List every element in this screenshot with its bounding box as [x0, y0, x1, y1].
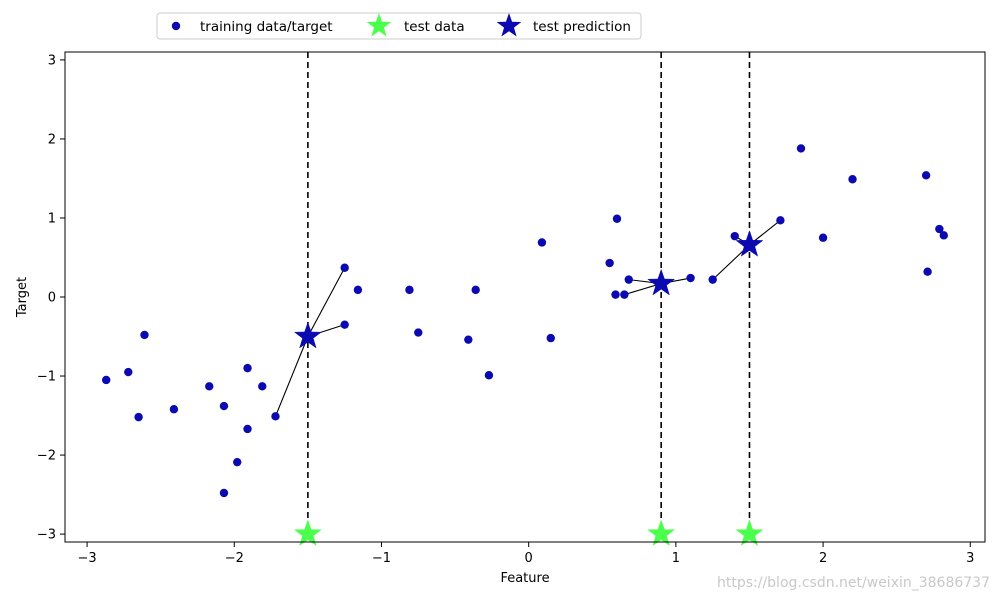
legend-training-marker — [171, 21, 181, 31]
training-point — [219, 488, 229, 498]
legend-entry-label: test prediction — [533, 19, 631, 35]
legend-test-data-marker — [366, 13, 392, 37]
training-point — [605, 258, 614, 268]
watermark-text: https://blog.csdn.net/weixin_38686737 — [717, 575, 990, 591]
training-point — [205, 382, 214, 391]
legend: training data/target test data test predic… — [156, 12, 642, 40]
training-point — [233, 457, 242, 467]
training-point — [611, 290, 620, 299]
x-axis: −3 −2 −1 0 1 2 3 — [77, 542, 974, 566]
test-data-star — [647, 519, 676, 547]
x-tick-label: −3 — [77, 551, 96, 566]
training-point — [537, 238, 547, 247]
training-point — [939, 231, 948, 240]
y-axis: −3 −2 −1 0 1 2 3 — [37, 53, 65, 543]
x-tick-label: 2 — [819, 551, 827, 566]
y-tick-label: −3 — [37, 528, 56, 543]
neighbor-link-line — [307, 267, 346, 337]
y-tick-label: 1 — [48, 211, 56, 226]
training-point — [921, 171, 931, 180]
training-point — [124, 367, 133, 377]
neighbor-link-line — [624, 283, 662, 296]
x-tick-label: 1 — [672, 551, 680, 566]
plot-points-layer — [102, 144, 948, 547]
test-prediction-star — [735, 230, 764, 257]
x-tick-label: −1 — [372, 551, 391, 566]
training-point — [818, 233, 828, 242]
training-point — [271, 412, 280, 421]
training-point — [546, 333, 555, 343]
y-tick-label: 2 — [48, 132, 56, 147]
training-point — [340, 263, 349, 272]
training-point — [923, 267, 932, 276]
training-point — [796, 144, 806, 153]
neighbor-link-line — [274, 336, 309, 417]
test-data-star — [735, 519, 764, 547]
training-point — [405, 285, 414, 295]
test-prediction-star — [647, 268, 676, 296]
training-point — [935, 224, 944, 234]
y-tick-label: 3 — [48, 53, 56, 68]
x-tick-label: 0 — [525, 551, 533, 566]
training-point — [620, 290, 629, 299]
training-point — [258, 382, 267, 391]
training-point — [243, 363, 252, 373]
legend-entry-label: test data — [404, 19, 465, 35]
plot-lines-layer — [274, 52, 781, 542]
plot-frame — [64, 51, 986, 543]
x-tick-label: 3 — [966, 551, 974, 566]
x-tick-label: −2 — [225, 551, 244, 566]
test-data-star — [293, 519, 322, 547]
training-point — [464, 335, 473, 344]
x-axis-label: Feature — [500, 571, 549, 586]
training-point — [612, 214, 622, 223]
training-point — [624, 275, 633, 284]
training-point — [471, 285, 480, 295]
training-point — [140, 330, 149, 340]
training-point — [219, 401, 229, 411]
training-point — [353, 285, 363, 295]
y-tick-label: −2 — [37, 449, 56, 464]
training-point — [708, 275, 717, 284]
legend-box — [156, 12, 642, 40]
y-tick-label: −1 — [37, 370, 56, 385]
y-tick-label: 0 — [48, 291, 56, 306]
test-prediction-star — [293, 321, 322, 349]
training-point — [686, 273, 695, 283]
training-point — [102, 375, 111, 385]
legend-entry-label: training data/target — [200, 19, 333, 35]
training-point — [776, 216, 785, 225]
training-point — [340, 320, 349, 329]
training-point — [730, 231, 739, 241]
legend-test-prediction-marker — [496, 13, 522, 37]
training-point — [243, 424, 252, 434]
training-point — [484, 371, 494, 380]
y-axis-label: Target — [15, 277, 30, 318]
training-point — [414, 328, 423, 337]
training-point — [848, 175, 857, 184]
training-point — [169, 405, 179, 414]
training-point — [134, 412, 143, 422]
